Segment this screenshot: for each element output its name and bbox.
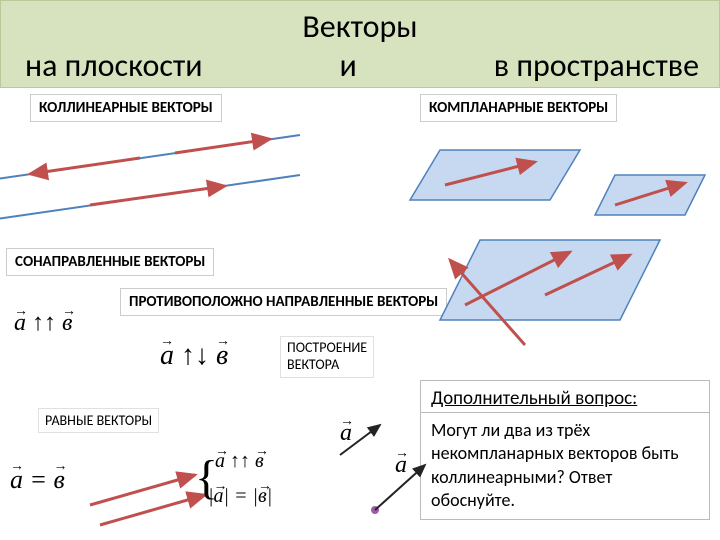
formula-equal-cond1: →a ↑↑ →в <box>215 450 264 473</box>
formula-equal: →a = →в <box>10 465 65 495</box>
formula-veca1: →a <box>340 420 352 447</box>
formula-veca2: →a <box>395 452 407 479</box>
formula-oppdir: →a ↑↓ →в <box>160 340 228 372</box>
lower-diagram <box>0 0 720 540</box>
formula-codir: →a ↑↑ →в <box>14 310 72 337</box>
brace-icon: { <box>195 450 218 505</box>
